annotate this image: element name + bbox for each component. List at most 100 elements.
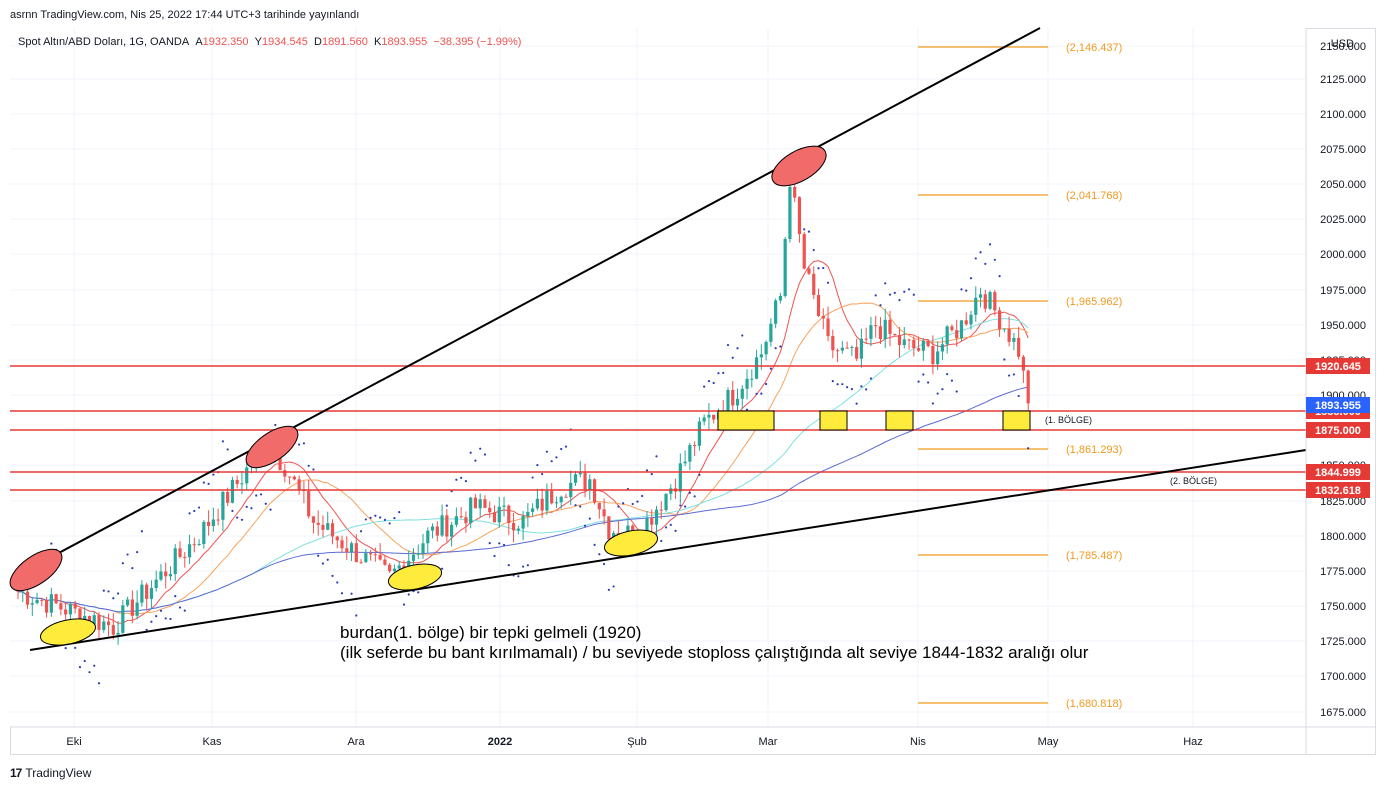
sar-dot [912, 293, 915, 296]
candle-body [397, 565, 401, 569]
sar-dot [888, 293, 892, 296]
red-highlight-ellipse [771, 145, 827, 187]
x-tick-label: Kas [203, 736, 222, 748]
candle-body [349, 543, 354, 553]
sar-dot [846, 386, 849, 389]
candle-body [912, 339, 916, 349]
y-tick-label: 2100.000 [1320, 109, 1366, 121]
candle-body [44, 600, 49, 613]
candle-body [1012, 337, 1016, 342]
sar-dot [650, 473, 653, 476]
candle-body [1026, 370, 1030, 404]
candle-body [507, 505, 511, 523]
candle-body [125, 599, 130, 606]
sar-dot [307, 464, 310, 467]
sar-dot [722, 371, 725, 374]
y-tick-label: 1700.000 [1320, 671, 1366, 683]
time-axis[interactable]: Eki Kas Ara 2022 Şub Mar Nis May Haz [66, 736, 1202, 748]
sar-dot [555, 456, 558, 459]
symbol-name[interactable]: Spot Altın/ABD Doları, 1G, OANDA [18, 36, 190, 48]
candle-body [173, 548, 177, 575]
candle-body [373, 554, 377, 556]
sar-dot [78, 665, 82, 669]
sar-dot [712, 381, 715, 385]
sar-dot [831, 380, 834, 383]
sar-dot [169, 617, 172, 621]
sar-dot [593, 543, 596, 546]
sar-dot [688, 491, 691, 494]
trend-lines[interactable] [11, 27, 1307, 651]
horizontal-levels[interactable] [10, 365, 1306, 491]
candle-body [702, 417, 706, 422]
sar-dot [717, 372, 720, 375]
sar-dot [145, 628, 148, 631]
candle-body [311, 516, 316, 523]
sar-dot [264, 502, 267, 505]
fib-level-label: (2,146.437) [1066, 42, 1122, 54]
sar-dot [255, 494, 258, 497]
sar-dot [774, 347, 777, 350]
candle-body [659, 509, 663, 511]
sar-dot [874, 294, 877, 297]
zone-label-2: (2. BÖLGE) [1170, 476, 1217, 486]
sar-dot [674, 529, 677, 532]
candle-body [997, 310, 1002, 330]
sar-dot [369, 516, 372, 519]
candle-body [278, 455, 282, 471]
change-value: −38.395 (−1.99%) [433, 36, 522, 48]
brand-name: TradingView [25, 766, 92, 780]
sar-dot [669, 523, 672, 526]
candle-body [545, 490, 549, 511]
candle-body [421, 543, 425, 554]
candle-body [340, 540, 344, 549]
sar-dot [560, 447, 563, 451]
candle-body [292, 476, 296, 480]
x-tick-label: May [1038, 736, 1059, 748]
sar-dot [455, 478, 458, 481]
candle-body [735, 398, 740, 406]
sar-dot [107, 590, 110, 593]
candle-body [183, 556, 187, 558]
sar-dot [941, 388, 944, 391]
sar-dot [884, 282, 887, 285]
sar-dot [388, 522, 391, 525]
candle-body [583, 472, 587, 490]
candle-body [535, 498, 539, 509]
sar-dot [202, 481, 205, 484]
candle-body [187, 544, 192, 558]
sar-dot [545, 450, 549, 453]
candle-body [416, 553, 420, 555]
sar-dot [259, 493, 263, 496]
sar-dot [755, 392, 758, 395]
candle-body [516, 528, 520, 531]
candle-body [540, 498, 544, 511]
sar-dot [374, 514, 377, 517]
sar-dot [97, 682, 101, 685]
sar-dot [664, 526, 668, 529]
level-badge-label: 1832.618 [1315, 485, 1361, 497]
candle-body [49, 594, 53, 613]
sar-dot [155, 615, 158, 618]
candle-body [240, 483, 244, 485]
sar-dot [340, 592, 344, 595]
sar-dot [765, 382, 768, 386]
level-badge-label: 1844.999 [1315, 467, 1361, 479]
y-tick-label: 1750.000 [1320, 601, 1366, 613]
candle-body [945, 326, 949, 345]
sar-dot [526, 564, 529, 567]
sar-dot [607, 588, 610, 591]
sar-dot [1003, 358, 1006, 361]
footer[interactable]: 17 TradingView [10, 766, 91, 780]
sar-dot [807, 230, 811, 233]
candle-body [693, 445, 697, 447]
sar-dot [464, 479, 468, 483]
candle-body [1017, 337, 1021, 357]
y-tick-label: 1800.000 [1320, 531, 1366, 543]
candle-body [678, 463, 682, 492]
candle-body [921, 340, 925, 351]
candle-body [726, 389, 730, 415]
candle-body [221, 491, 225, 520]
symbol-legend[interactable]: Spot Altın/ABD Doları, 1G, OANDA A1932.3… [18, 36, 521, 48]
price-axis[interactable]: 2150.000 2125.000 2100.000 2075.000 2050.000… [1320, 38, 1366, 719]
